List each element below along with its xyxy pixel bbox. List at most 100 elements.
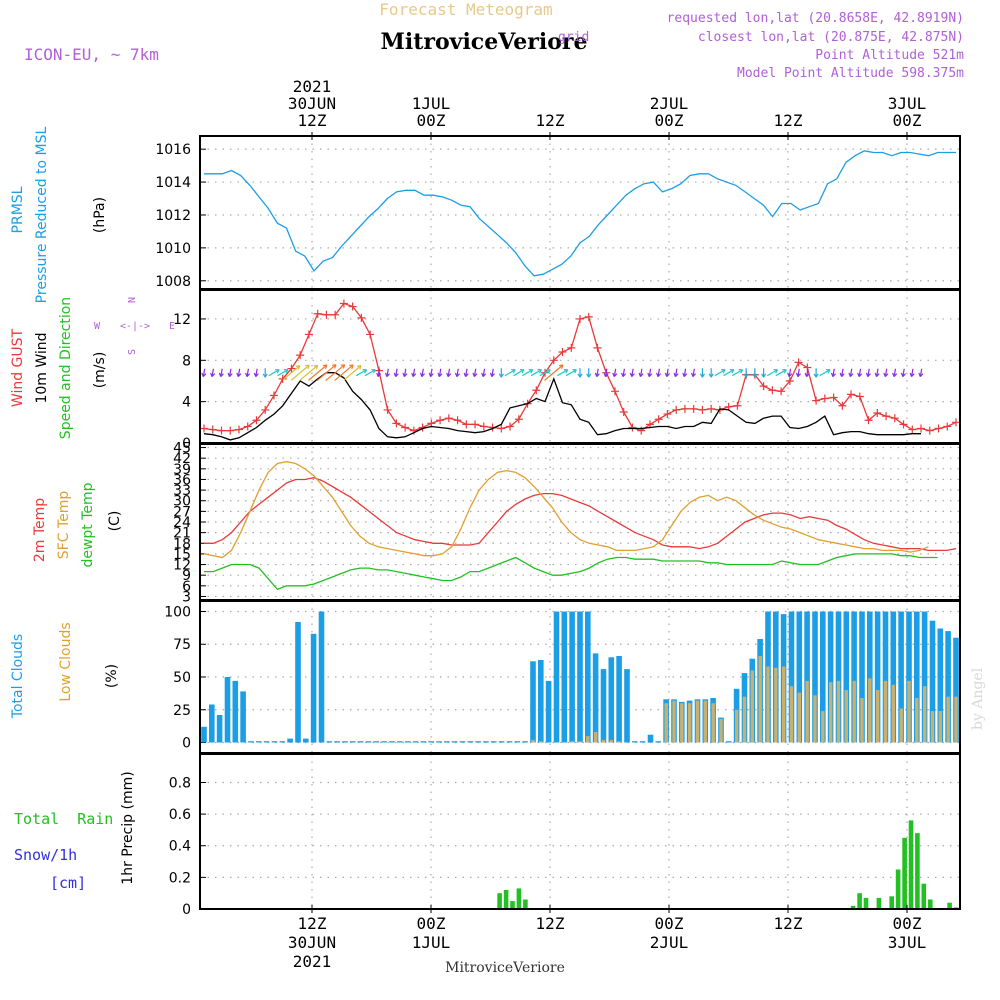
ytick-label-clouds: 50 [173, 670, 191, 686]
wind-arrow-head [349, 364, 354, 369]
gust-marker [436, 416, 445, 425]
credit-watermark: by Angel [970, 667, 986, 730]
closest-coords-overlap: grid [558, 30, 589, 45]
wind-arrow-head [848, 372, 854, 378]
wind-arrow-head [546, 369, 551, 374]
bar-low-clouds [735, 709, 739, 743]
wind-arrow [648, 368, 652, 377]
bar-low-clouds [594, 732, 598, 743]
bar-total-clouds [639, 741, 646, 743]
bar-total-clouds [929, 620, 936, 743]
wind-arrow-head [393, 372, 399, 378]
wind-arrow [465, 368, 468, 377]
wind-arrow-head [577, 373, 583, 378]
wind-arrow [255, 368, 258, 377]
label-pressure-msl: Pressure Reduced to MSL [34, 126, 50, 303]
gust-marker [698, 405, 707, 414]
bar-low-clouds [766, 666, 770, 743]
ytick-label-pressure: 1014 [155, 175, 191, 191]
bar-low-clouds [891, 684, 895, 743]
gust-marker [882, 412, 891, 421]
wind-arrow-head [603, 372, 609, 378]
wind-arrow [421, 368, 424, 377]
gust-marker [322, 310, 331, 319]
ytick-label-clouds: 75 [173, 637, 191, 653]
wind-arrow [841, 368, 844, 377]
gust-marker [707, 404, 716, 413]
closest-coords: closest lon,lat (20.875E, 42.875N) [698, 30, 964, 45]
wind-arrow [806, 368, 809, 377]
gust-marker [331, 310, 340, 319]
bar-total-rain [503, 890, 509, 909]
bar-total-clouds [232, 680, 239, 743]
bar-total-rain [876, 897, 882, 909]
wind-arrow-head [384, 372, 391, 378]
label-prmsl: PRMSL [10, 186, 26, 233]
wind-arrow-head [918, 372, 924, 378]
bar-low-clouds [930, 711, 935, 743]
gust-marker [366, 330, 375, 339]
gust-marker [934, 424, 943, 433]
bar-low-clouds [789, 686, 794, 743]
time-label-bottom: 3JUL [888, 933, 927, 952]
bar-total-clouds [624, 669, 630, 743]
wind-arrow-head [376, 372, 382, 378]
bar-total-clouds [506, 741, 513, 743]
time-label-bottom: 12Z [774, 914, 803, 933]
bar-low-clouds [868, 678, 872, 743]
wind-arrow [282, 365, 301, 381]
wind-arrow-head [245, 372, 251, 378]
gust-marker [471, 420, 480, 429]
gust-marker [873, 409, 882, 418]
wind-arrow-head [295, 365, 301, 370]
wind-arrow-head [537, 369, 542, 374]
wind-arrow [277, 369, 289, 377]
wind-arrow [491, 368, 494, 377]
panel-temp-bg [200, 444, 960, 600]
bar-total-clouds [326, 741, 333, 743]
ytick-label-wind: 4 [182, 395, 191, 411]
wind-arrow [884, 368, 888, 377]
wind-arrow-head [481, 372, 487, 378]
point-altitude: Point Altitude 521m [815, 48, 964, 63]
bar-total-clouds [796, 611, 803, 743]
label-2m-temp: 2m Temp [32, 498, 48, 562]
time-label-bottom: 30JUN [288, 933, 336, 952]
bar-total-clouds [459, 741, 466, 743]
compass-arrow: <-|-> [120, 321, 150, 332]
bar-low-clouds [883, 680, 888, 743]
bar-total-rain [947, 902, 952, 909]
bar-total-clouds [295, 622, 301, 743]
gust-marker [917, 424, 926, 433]
wind-arrow-head [218, 372, 224, 378]
bar-total-clouds [263, 741, 270, 743]
panel-pressure: 1008 1010 1012 1014 1016 [155, 135, 961, 290]
bar-total-clouds [271, 741, 278, 743]
gust-marker [619, 407, 628, 416]
bar-total-clouds [248, 741, 254, 743]
wind-arrow-head [647, 372, 653, 378]
ytick-label-temp: 9 [182, 568, 191, 584]
time-label-bottom: 00Z [893, 914, 922, 933]
wind-arrow [867, 368, 870, 377]
wind-arrow-head [743, 373, 749, 378]
wind-arrow [355, 369, 367, 377]
gust-marker [689, 404, 698, 413]
label-celsius: (C) [107, 511, 123, 532]
gust-marker [820, 394, 829, 403]
gust-marker [925, 426, 934, 435]
wind-arrow [246, 368, 250, 377]
wind-arrow-head [813, 373, 819, 378]
bar-total-clouds [287, 738, 293, 743]
wind-arrow [731, 369, 743, 377]
gust-marker [261, 405, 270, 414]
gust-marker [890, 414, 899, 423]
wind-arrow [530, 369, 542, 377]
wind-arrow [290, 364, 310, 381]
bar-total-clouds [788, 611, 795, 743]
label-precip-axis: 1hr Precip (mm) [120, 771, 136, 884]
wind-arrow-head [594, 372, 600, 378]
bar-total-clouds [381, 741, 387, 743]
wind-arrow-head [690, 372, 697, 378]
bar-low-clouds [860, 698, 864, 743]
